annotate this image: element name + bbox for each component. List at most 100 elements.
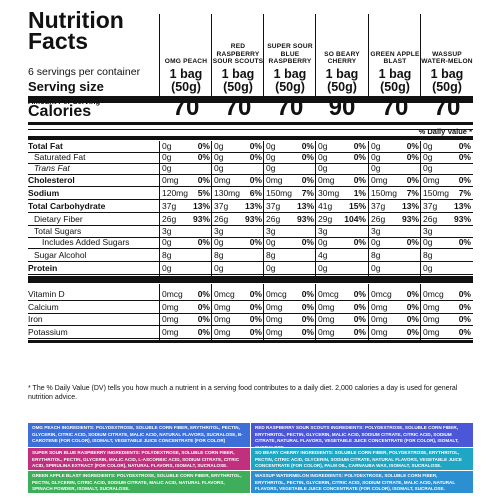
nutrient-amount: 41g [318, 201, 333, 211]
nutrient-daily-value: 0% [353, 302, 366, 312]
nutrient-amount: 0mg [266, 327, 283, 337]
column-divider [263, 284, 264, 340]
nutrient-daily-value: 93% [192, 214, 210, 224]
nutrient-daily-value: 0% [353, 289, 366, 299]
nutrient-amount: 0mcg [371, 289, 392, 299]
rule-vitamins [28, 276, 473, 283]
nutrient-amount: 8g [371, 250, 381, 260]
nutrient-daily-value: 0% [249, 302, 262, 312]
daily-value-header: % Daily Value * [418, 127, 472, 136]
serving-size-value: 1 bag (50g) [325, 67, 359, 94]
nutrient-amount: 150mg [423, 188, 449, 198]
nutrient-amount: 8g [423, 250, 433, 260]
nutrient-amount: 8g [214, 250, 224, 260]
column-divider [368, 14, 369, 96]
nutrient-amount: 0mcg [266, 289, 287, 299]
nutrient-daily-value: 0% [458, 289, 471, 299]
nutrient-daily-value: 0% [197, 314, 210, 324]
nutrient-amount: 0mg [266, 314, 283, 324]
label-header: Nutrition Facts 6 servings per container… [28, 9, 473, 130]
nutrient-amount: 0g [162, 152, 172, 162]
daily-value-footnote: * The % Daily Value (DV) tells you how m… [28, 385, 458, 401]
nutrient-daily-value: 0% [458, 327, 471, 337]
ingredients-text: POLYDEXTROSE, SOLUBLE CORN FIBER, ERYTHR… [32, 473, 242, 492]
column-divider [420, 141, 421, 276]
nutrient-amount: 0g [371, 141, 381, 151]
ingredients-title: WASSUP WATERMELON INGREDIENTS: [255, 473, 344, 478]
nutrient-daily-value: 1% [353, 188, 366, 198]
nutrient-amount: 0mg [423, 302, 440, 312]
nutrient-amount: 0mg [423, 314, 440, 324]
nutrient-daily-value: 93% [244, 214, 262, 224]
nutrient-amount: 0g [162, 263, 172, 273]
nutrient-amount: 0mg [162, 327, 179, 337]
nutrient-label: Total Carbohydrate [28, 201, 106, 211]
nutrient-daily-value: 13% [192, 201, 210, 211]
nutrient-amount: 0g [162, 141, 172, 151]
nutrient-daily-value: 0% [406, 152, 419, 162]
nutrient-daily-value: 13% [453, 201, 471, 211]
nutrient-daily-value: 0% [406, 141, 419, 151]
nutrient-daily-value: 6% [249, 188, 262, 198]
row-divider [28, 261, 473, 262]
nutrient-amount: 0mcg [162, 289, 183, 299]
nutrient-amount: 0mg [266, 175, 283, 185]
nutrient-amount: 150mg [266, 188, 292, 198]
nutrient-amount: 26g [371, 214, 386, 224]
serving-size-label: Serving size [28, 79, 104, 94]
nutrient-daily-value: 0% [197, 289, 210, 299]
row-divider [28, 199, 473, 200]
nutrient-amount: 0mg [214, 327, 231, 337]
calories-label: Calories [28, 103, 92, 120]
nutrient-amount: 0mg [162, 314, 179, 324]
nutrient-daily-value: 0% [197, 327, 210, 337]
column-divider [159, 284, 160, 340]
ingredients-box: SUPER SOUR BLUE RASPBERRY INGREDIENTS: P… [28, 448, 250, 470]
nutrient-label: Protein [28, 263, 58, 273]
nutrient-amount: 0mg [371, 175, 388, 185]
nutrient-label: Calcium [28, 302, 59, 312]
nutrient-label: Vitamin D [28, 289, 65, 299]
nutrient-amount: 8g [266, 250, 276, 260]
column-divider [420, 14, 421, 96]
nutrient-amount: 0g [371, 263, 381, 273]
row-divider [28, 313, 473, 314]
nutrient-label: Includes Added Sugars [42, 237, 130, 247]
nutrient-amount: 26g [423, 214, 438, 224]
nutrient-daily-value: 15% [348, 201, 366, 211]
row-divider [28, 237, 473, 238]
row-divider [28, 163, 473, 164]
nutrient-amount: 30mg [318, 188, 340, 198]
nutrient-daily-value: 0% [406, 314, 419, 324]
ingredients-text: POLYDEXTROSE, SOLUBLE CORN FIBER, ERYTHR… [32, 425, 243, 444]
nutrient-amount: 0mcg [318, 289, 339, 299]
serving-size-value: 1 bag (50g) [169, 67, 203, 94]
nutrient-amount: 0g [423, 237, 433, 247]
nutrient-daily-value: 93% [401, 214, 419, 224]
nutrient-daily-value: 0% [353, 314, 366, 324]
nutrient-amount: 0mg [214, 175, 231, 185]
nutrient-amount: 26g [162, 214, 177, 224]
nutrient-daily-value: 0% [406, 302, 419, 312]
nutrient-daily-value: 0% [301, 302, 314, 312]
rule-top [28, 96, 473, 103]
nutrient-label: Trans Fat [34, 163, 70, 173]
nutrient-daily-value: 0% [406, 175, 419, 185]
nutrient-amount: 0mg [371, 327, 388, 337]
nutrient-daily-value: 0% [353, 327, 366, 337]
flavor-column-header: GREEN APPLE BLAST [370, 50, 420, 66]
ingredients-title: RED RASPBERRY SOUR SCOUTS INGREDIENTS: [255, 425, 364, 430]
nutrient-amount: 0g [371, 237, 381, 247]
nutrient-amount: 0g [266, 141, 276, 151]
nutrient-amount: 29g [318, 214, 333, 224]
row-divider [28, 248, 473, 249]
nutrient-amount: 0g [318, 263, 328, 273]
nutrient-amount: 0g [162, 163, 172, 173]
row-divider [28, 174, 473, 175]
nutrient-daily-value: 93% [453, 214, 471, 224]
nutrient-label: Iron [28, 314, 43, 324]
nutrient-amount: 0mg [423, 175, 440, 185]
nutrient-amount: 130mg [214, 188, 240, 198]
nutrient-amount: 0g [214, 263, 224, 273]
nutrient-amount: 0g [318, 163, 328, 173]
